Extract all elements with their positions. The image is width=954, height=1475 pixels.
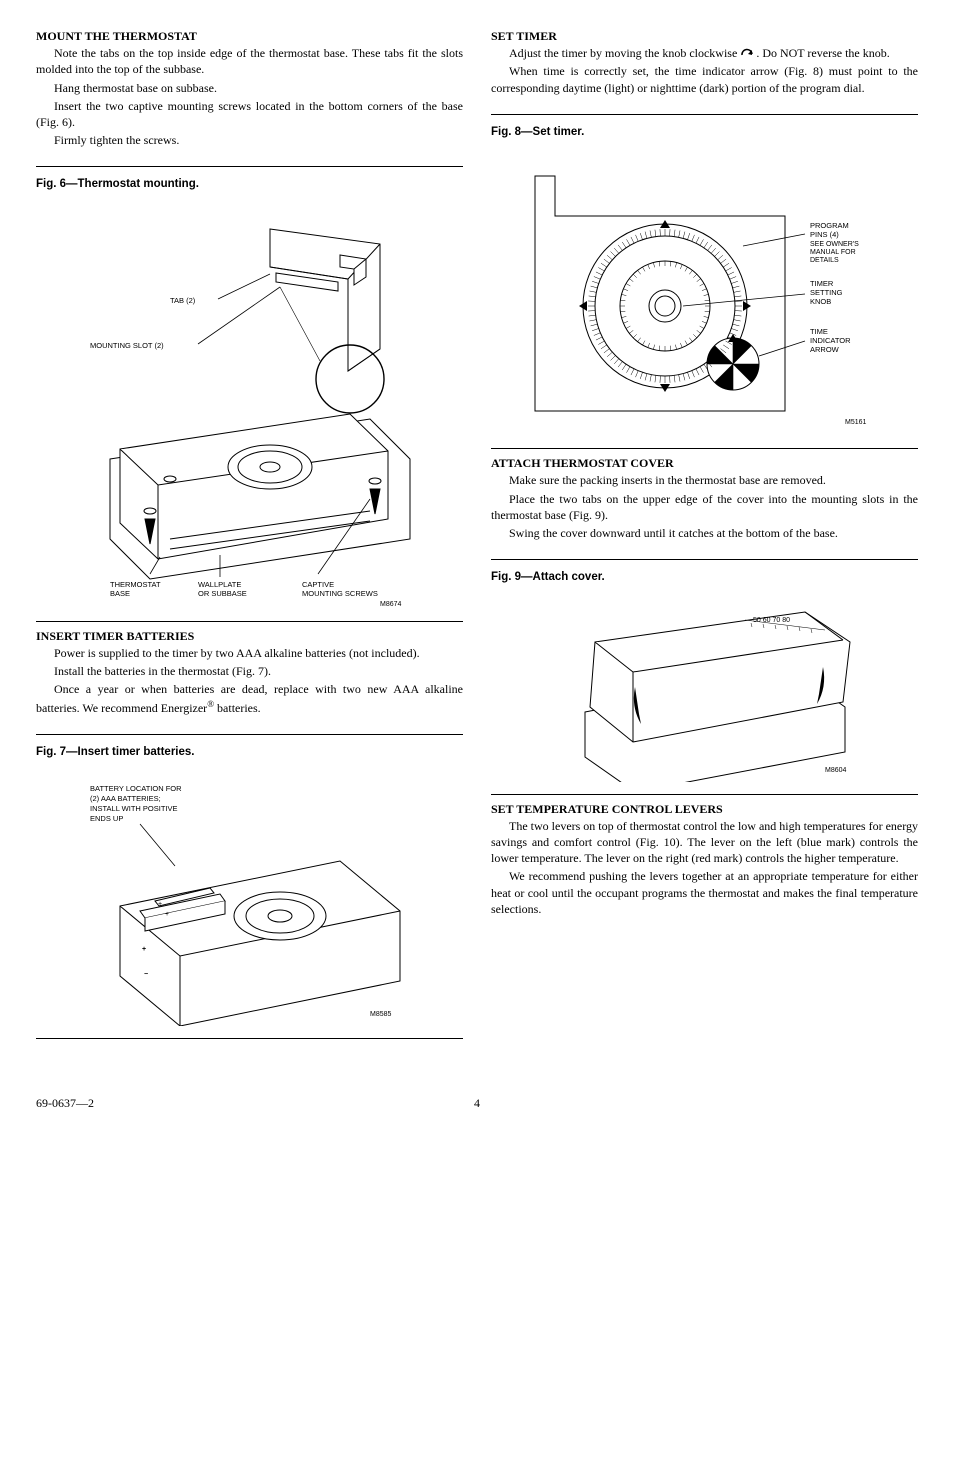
fig6: TAB (2) MOUNTING SLOT (2) (36, 199, 463, 609)
fig8-caption: Fig. 8—Set timer. (491, 125, 918, 141)
mount-p1: Note the tabs on the top inside edge of … (36, 45, 463, 77)
mount-section: MOUNT THE THERMOSTAT Note the tabs on th… (36, 28, 463, 148)
levers-heading: SET TEMPERATURE CONTROL LEVERS (491, 801, 918, 817)
fig7-l4: ENDS UP (90, 814, 123, 823)
fig6-code: M8674 (380, 601, 402, 608)
attach-p2: Place the two tabs on the upper edge of … (491, 491, 918, 523)
fig6-caption: Fig. 6—Thermostat mounting. (36, 177, 463, 193)
plus2: + (165, 911, 169, 918)
fig8-knob2: SETTING (810, 288, 843, 297)
rule (36, 1038, 463, 1039)
timer-p2: When time is correctly set, the time ind… (491, 63, 918, 95)
insert-p3: Once a year or when batteries are dead, … (36, 681, 463, 715)
fig8-knob3: KNOB (810, 297, 831, 306)
rule (36, 734, 463, 735)
timer-p1a: Adjust the timer by moving the knob cloc… (509, 46, 740, 60)
fig6-wall2: OR SUBBASE (198, 589, 247, 598)
plus1: + (158, 901, 162, 908)
attach-p1: Make sure the packing inserts in the the… (491, 472, 918, 488)
timer-p1: Adjust the timer by moving the knob cloc… (491, 45, 918, 61)
fig7-l2: (2) AAA BATTERIES; (90, 794, 161, 803)
fig8-prog1: PROGRAM (810, 221, 849, 230)
right-column: SET TIMER Adjust the timer by moving the… (491, 28, 918, 1045)
fig7-l3: INSTALL WITH POSITIVE (90, 804, 178, 813)
fig8-arr1: TIME (810, 327, 828, 336)
levers-p2: We recommend pushing the levers together… (491, 868, 918, 917)
rule (491, 448, 918, 449)
rule (36, 621, 463, 622)
fig6-cap1: CAPTIVE (302, 580, 334, 589)
fig8-arr2: INDICATOR (810, 336, 851, 345)
scale-label: 50 60 70 80 (753, 617, 790, 624)
fig6-cap2: MOUNTING SCREWS (302, 589, 378, 598)
insert-section: INSERT TIMER BATTERIES Power is supplied… (36, 628, 463, 716)
fig9: 50 60 70 80 M8604 (491, 592, 918, 782)
fig6-tbase1: THERMOSTAT (110, 580, 161, 589)
fig6-slot-label: MOUNTING SLOT (2) (90, 341, 164, 350)
footer-spacer (915, 1095, 918, 1111)
minusside: − (144, 971, 148, 978)
fig8-arr3: ARROW (810, 345, 840, 354)
left-column: MOUNT THE THERMOSTAT Note the tabs on th… (36, 28, 463, 1045)
fig7: BATTERY LOCATION FOR (2) AAA BATTERIES; … (36, 766, 463, 1026)
fig6-tbase2: BASE (110, 589, 130, 598)
insert-p3b: batteries. (214, 701, 261, 715)
fig9-caption: Fig. 9—Attach cover. (491, 570, 918, 586)
fig8-prog4: MANUAL FOR (810, 249, 856, 256)
fig7-caption: Fig. 7—Insert timer batteries. (36, 745, 463, 761)
reg-mark: ® (207, 699, 214, 709)
fig6-tab-label: TAB (2) (170, 296, 196, 305)
insert-heading: INSERT TIMER BATTERIES (36, 628, 463, 644)
fig8-prog3: SEE OWNER'S (810, 241, 859, 248)
levers-p1: The two levers on top of thermostat cont… (491, 818, 918, 867)
footer-page: 4 (474, 1095, 480, 1111)
fig8-code: M5161 (845, 419, 867, 426)
rule (491, 114, 918, 115)
rule (491, 794, 918, 795)
insert-p1: Power is supplied to the timer by two AA… (36, 645, 463, 661)
mount-p3: Insert the two captive mounting screws l… (36, 98, 463, 130)
timer-section: SET TIMER Adjust the timer by moving the… (491, 28, 918, 96)
mount-heading: MOUNT THE THERMOSTAT (36, 28, 463, 44)
fig8-prog2: PINS (4) (810, 230, 839, 239)
fig8-prog5: DETAILS (810, 257, 839, 264)
insert-p2: Install the batteries in the thermostat … (36, 663, 463, 679)
clockwise-icon (740, 47, 756, 59)
fig7-code: M8585 (370, 1011, 392, 1018)
rule (36, 166, 463, 167)
levers-section: SET TEMPERATURE CONTROL LEVERS The two l… (491, 801, 918, 917)
fig8-knob1: TIMER (810, 279, 834, 288)
rule (491, 559, 918, 560)
fig9-code: M8604 (825, 767, 847, 774)
plusside: + (142, 946, 146, 953)
timer-p1b: . Do NOT reverse the knob. (756, 46, 889, 60)
mount-p4: Firmly tighten the screws. (36, 132, 463, 148)
footer: 69-0637—2 4 (36, 1095, 918, 1111)
fig6-wall1: WALLPLATE (198, 580, 241, 589)
attach-p3: Swing the cover downward until it catche… (491, 525, 918, 541)
attach-heading: ATTACH THERMOSTAT COVER (491, 455, 918, 471)
fig8: PROGRAM PINS (4) SEE OWNER'S MANUAL FOR … (491, 146, 918, 436)
footer-doc: 69-0637—2 (36, 1095, 94, 1111)
mount-p2: Hang thermostat base on subbase. (36, 80, 463, 96)
attach-section: ATTACH THERMOSTAT COVER Make sure the pa… (491, 455, 918, 541)
timer-heading: SET TIMER (491, 28, 918, 44)
fig7-l1: BATTERY LOCATION FOR (90, 784, 182, 793)
